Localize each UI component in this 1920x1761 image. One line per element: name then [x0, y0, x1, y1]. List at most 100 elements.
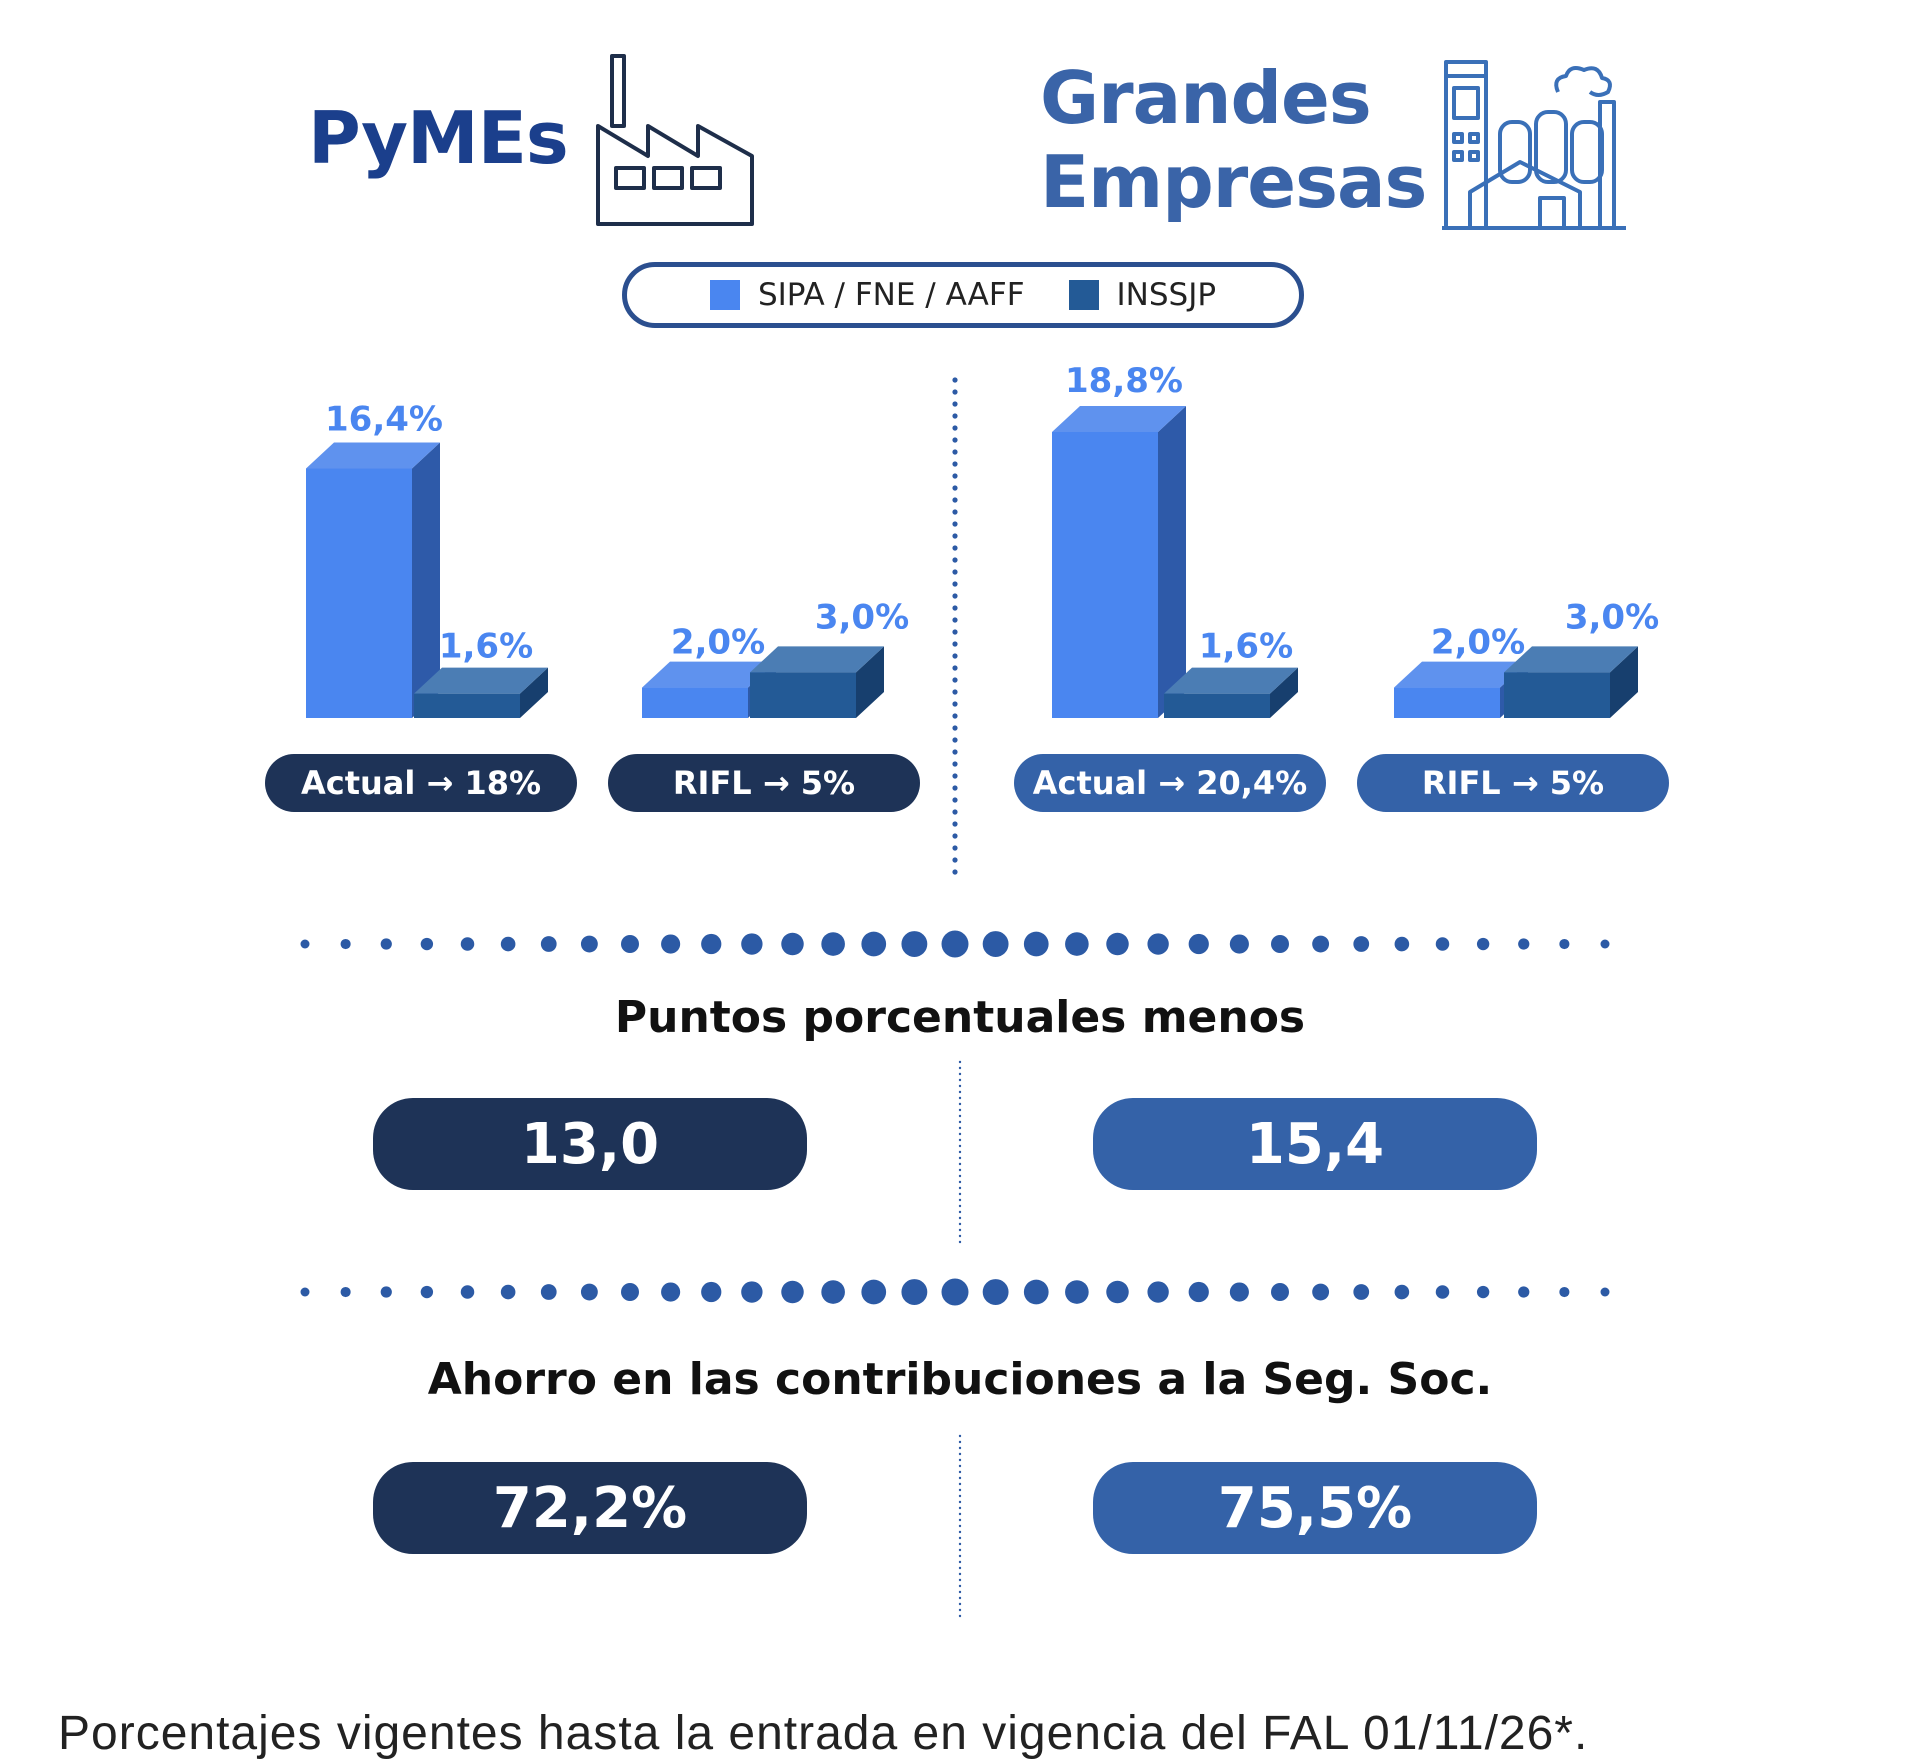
section-divider-dot: [958, 1614, 962, 1618]
section-divider-dot: [958, 1174, 962, 1178]
grandes-title: Grandes Empresas: [1040, 56, 1427, 224]
vertical-divider-dot: [952, 869, 958, 875]
horizontal-divider-dot: [1600, 939, 1610, 949]
vertical-divider-dot: [952, 629, 958, 635]
section-divider-dot: [958, 1452, 962, 1456]
bar-1-1-sipa: [1394, 687, 1500, 718]
bar-1-0-inssjp-top: [1164, 667, 1298, 694]
horizontal-divider-dot: [821, 1280, 845, 1304]
horizontal-divider-dot: [982, 1279, 1009, 1305]
bar-1-1-inssjp: [1504, 672, 1610, 718]
bar-1-0-sipa: [1052, 432, 1158, 718]
horizontal-divider-dot: [1518, 938, 1530, 950]
horizontal-divider-dot: [540, 936, 557, 952]
horizontal-divider-dot: [1559, 1286, 1570, 1298]
footnote: Porcentajes vigentes hasta la entrada en…: [58, 1707, 1589, 1760]
horizontal-divider-dot: [1147, 933, 1169, 955]
vertical-divider-dot: [952, 797, 958, 803]
legend-swatch-sipa: [709, 280, 740, 310]
section-divider-dot: [958, 1500, 962, 1504]
section-divider-dot: [958, 1204, 962, 1208]
horizontal-divider-dot: [941, 1278, 969, 1306]
section-divider-dot: [958, 1608, 962, 1612]
vertical-divider-dot: [952, 737, 958, 743]
bar-0-1-inssjp: [750, 672, 856, 718]
vertical-divider-dot: [952, 533, 958, 539]
horizontal-divider-dot: [460, 1285, 475, 1299]
section-divider-dot: [958, 1572, 962, 1576]
pymes-actual-pill: Actual → 18%: [265, 754, 577, 812]
section-divider-dot: [958, 1512, 962, 1516]
horizontal-divider-dot: [1106, 1280, 1129, 1304]
section-divider-dot: [958, 1578, 962, 1582]
bar-0-1-sipa-top: [642, 661, 776, 688]
section-divider-dot: [958, 1198, 962, 1202]
vertical-divider-dot: [952, 377, 958, 383]
vertical-divider-dot: [952, 665, 958, 671]
section-divider-dot: [958, 1072, 962, 1076]
grandes-rifl-pill: RIFL → 5%: [1357, 754, 1669, 812]
legend-swatch-inssjp: [1068, 280, 1099, 310]
section-divider-dot: [958, 1222, 962, 1226]
horizontal-divider-dot: [1065, 1280, 1089, 1304]
horizontal-divider-dot: [1559, 938, 1570, 950]
vertical-divider-dot: [952, 761, 958, 767]
horizontal-divider-dot: [1147, 1281, 1169, 1303]
vertical-divider-dot: [952, 833, 958, 839]
ahorro-pymes-value: 72,2%: [373, 1462, 807, 1554]
horizontal-divider-dot: [1312, 1283, 1330, 1301]
bar-1-1-sipa-top: [1394, 661, 1528, 688]
grandes-title-line1: Grandes: [1040, 56, 1372, 140]
vertical-divider-dot: [952, 413, 958, 419]
factory-icon: [596, 54, 754, 226]
vertical-divider-dot: [952, 701, 958, 707]
vertical-divider-dot: [952, 821, 958, 827]
vertical-divider-dot: [952, 473, 958, 479]
vertical-divider-dot: [952, 461, 958, 467]
horizontal-divider-dot: [300, 939, 310, 949]
horizontal-divider-dot: [1188, 933, 1209, 955]
section-divider-dot: [958, 1228, 962, 1232]
vertical-divider-dot: [952, 509, 958, 515]
vertical-divider-dot: [952, 425, 958, 431]
horizontal-divider-dot: [781, 1280, 804, 1304]
horizontal-divider-dot: [1229, 1282, 1249, 1302]
section-divider-dot: [958, 1446, 962, 1450]
vertical-divider-dot: [952, 617, 958, 623]
section-divider-dot: [958, 1096, 962, 1100]
vertical-divider-dot: [952, 485, 958, 491]
horizontal-divider-dot: [380, 938, 392, 950]
section-divider-dot: [958, 1078, 962, 1082]
horizontal-divider-dot: [901, 931, 928, 957]
legend-label-inssjp: INSSJP: [1116, 277, 1217, 313]
vertical-divider-dot: [952, 641, 958, 647]
horizontal-divider-dot: [1394, 936, 1410, 952]
legend-item-sipa: SIPA / FNE / AAFF: [709, 277, 1025, 313]
section-divider-dot: [958, 1060, 962, 1064]
horizontal-divider-dot: [340, 1286, 351, 1298]
horizontal-divider-dot: [1353, 1284, 1370, 1300]
section-divider-dot: [958, 1566, 962, 1570]
horizontal-divider-dot: [1518, 1286, 1530, 1298]
horizontal-divider-dot: [621, 1283, 639, 1301]
horizontal-divider-dot: [701, 933, 722, 955]
pymes-title: PyMEs: [308, 96, 569, 180]
section-divider-dot: [958, 1192, 962, 1196]
horizontal-divider-dot: [540, 1284, 557, 1300]
horizontal-divider-dot: [420, 937, 434, 951]
value-label-1-0-sipa: 18,8%: [1065, 361, 1183, 401]
section-divider-dot: [958, 1234, 962, 1238]
horizontal-divider-dot: [1312, 935, 1330, 953]
puntos-grandes-value: 15,4: [1093, 1098, 1537, 1190]
puntos-heading: Puntos porcentuales menos: [614, 992, 1306, 1043]
horizontal-divider-dot: [1271, 935, 1289, 953]
vertical-divider-dot: [952, 653, 958, 659]
bar-1-0-inssjp-side: [1270, 667, 1298, 718]
bar-0-1-inssjp-top: [750, 646, 884, 673]
horizontal-divider-dot: [1188, 1281, 1209, 1303]
horizontal-divider-dot: [1353, 936, 1370, 952]
vertical-divider-dot: [952, 557, 958, 563]
vertical-divider-dot: [952, 401, 958, 407]
horizontal-divider-dot: [500, 936, 516, 952]
horizontal-divider-dot: [340, 938, 351, 950]
